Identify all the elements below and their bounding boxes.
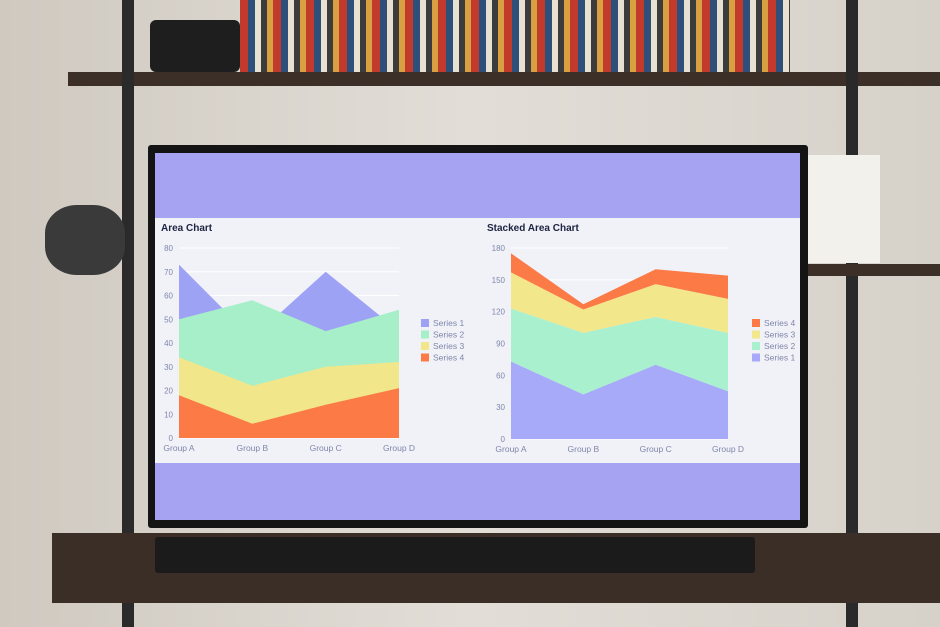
legend-label: Series 3 <box>764 330 795 340</box>
dvd-row <box>240 0 790 72</box>
y-tick-label: 40 <box>164 339 173 348</box>
legend-swatch <box>752 353 760 362</box>
x-tick-label: Group B <box>237 443 269 453</box>
legend-swatch <box>752 319 760 327</box>
y-tick-label: 0 <box>169 434 174 443</box>
legend-swatch <box>421 353 429 362</box>
y-tick-label: 80 <box>164 244 173 253</box>
area-series-3 <box>511 272 728 333</box>
x-tick-label: Group D <box>383 443 415 453</box>
area-series-1 <box>511 361 728 439</box>
legend-label: Series 4 <box>764 318 795 328</box>
legend-swatch <box>421 319 429 327</box>
butterfly-ornament <box>45 205 125 275</box>
y-tick-label: 60 <box>164 292 173 301</box>
area-series-2 <box>511 308 728 395</box>
chart-panel: Area Chart Stacked Area Chart 0 10 20 30 40 5… <box>155 218 800 463</box>
photo-frame <box>808 155 880 263</box>
side-shelf <box>808 264 940 276</box>
soundbar <box>155 537 755 573</box>
legend-label: Series 2 <box>764 341 795 351</box>
x-tick-label: Group A <box>163 443 195 453</box>
x-tick-label: Group B <box>568 444 600 454</box>
y-tick-label: 60 <box>496 371 505 380</box>
y-tick-label: 30 <box>164 363 173 372</box>
y-tick-label: 30 <box>496 403 505 412</box>
y-tick-label: 10 <box>164 410 173 419</box>
legend-swatch <box>752 330 760 339</box>
top-shelf <box>68 72 940 86</box>
y-tick-label: 120 <box>492 308 506 317</box>
camera <box>150 20 240 72</box>
legend-label: Series 3 <box>433 341 464 351</box>
y-tick-label: 50 <box>164 315 173 324</box>
y-tick-label: 20 <box>164 387 173 396</box>
area-series-4 <box>179 388 399 438</box>
y-tick-label: 150 <box>492 276 506 285</box>
y-tick-label: 0 <box>501 435 506 444</box>
y-tick-label: 70 <box>164 268 173 277</box>
area-series-4 <box>511 253 728 310</box>
x-tick-label: Group C <box>640 444 672 454</box>
legend-label: Series 4 <box>433 353 464 363</box>
legend-label: Series 2 <box>433 330 464 340</box>
chart-title-area: Area Chart <box>161 223 213 234</box>
x-tick-label: Group A <box>495 444 527 454</box>
legend-label: Series 1 <box>433 318 464 328</box>
shelf-pole-left <box>122 0 134 627</box>
legend-swatch <box>421 342 429 350</box>
x-tick-label: Group D <box>712 444 744 454</box>
x-tick-label: Group C <box>310 443 342 453</box>
chart-title-stacked: Stacked Area Chart <box>487 223 579 234</box>
charts-svg: 0 10 20 30 40 50 60 70 80 Group A Group B Group C Gr… <box>163 244 795 454</box>
legend-label: Series 1 <box>764 353 795 363</box>
legend-swatch <box>421 330 429 339</box>
y-tick-label: 180 <box>492 244 506 253</box>
legend-swatch <box>752 342 760 350</box>
y-tick-label: 90 <box>496 340 505 349</box>
